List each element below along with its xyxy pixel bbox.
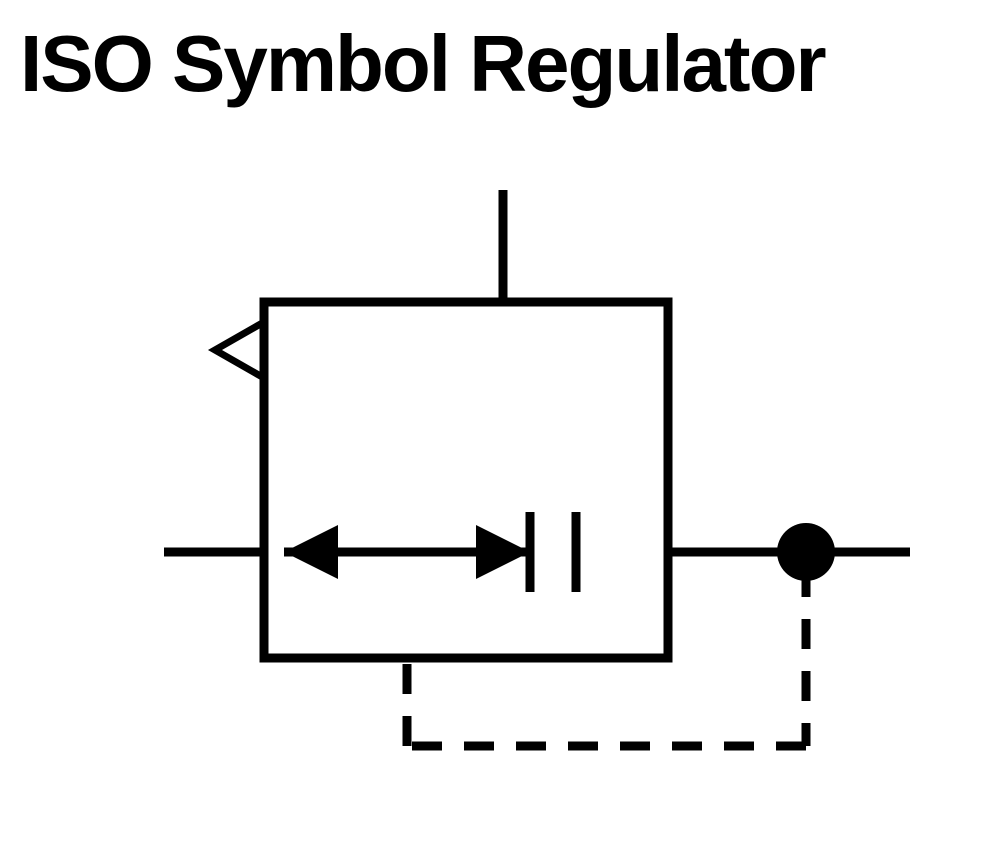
flow-arrow-left [284, 525, 338, 579]
regulator-svg [0, 0, 1002, 841]
regulator-body [264, 302, 668, 658]
spring-notch [215, 322, 264, 378]
flow-arrow-right [476, 525, 530, 579]
